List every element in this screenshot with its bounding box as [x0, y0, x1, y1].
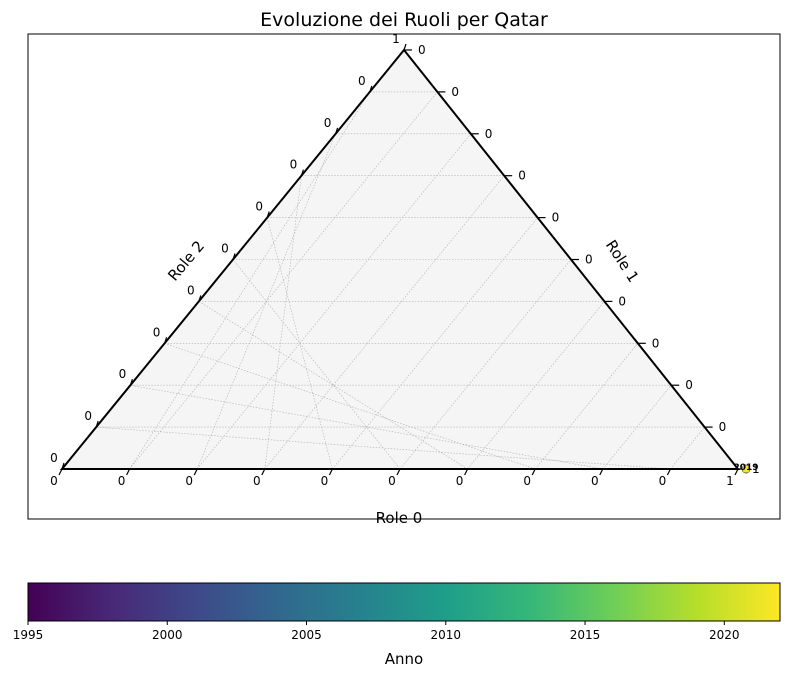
grid-line [232, 259, 401, 470]
triangle-area [62, 50, 738, 469]
role2-tick-label: 0 [221, 242, 229, 256]
grid-line [130, 384, 603, 470]
role0-tick-label: 0 [523, 474, 531, 488]
colorbar-tick-label: 2020 [709, 628, 740, 642]
data-point-label: 2019 [733, 463, 758, 473]
role1-tick-label: 0 [451, 85, 459, 99]
role0-tick [464, 468, 469, 476]
grid-line [264, 175, 505, 470]
role0-tick [328, 468, 333, 476]
colorbar-label: Anno [385, 650, 423, 668]
grid-line [129, 91, 371, 470]
colorbar-tick-label: 2005 [291, 628, 322, 642]
role2-tick-label: 0 [187, 283, 195, 297]
role2-tick-label: 1 [392, 32, 400, 46]
role1-tick-label: 0 [418, 43, 426, 57]
role2-tick [61, 462, 65, 470]
role0-tick-label: 0 [185, 474, 193, 488]
role2-tick-label: 0 [153, 325, 161, 339]
role0-tick [734, 468, 739, 476]
role2-tick [403, 43, 407, 51]
role0-tick-label: 0 [118, 474, 126, 488]
role0-tick-label: 0 [456, 474, 464, 488]
role1-tick-label: 0 [685, 378, 693, 392]
colorbar [27, 582, 781, 622]
grid-line [164, 343, 536, 470]
role0-tick-label: 0 [50, 474, 58, 488]
role1-tick-label: 0 [618, 294, 626, 308]
role0-tick [261, 468, 266, 476]
data-point [741, 464, 751, 474]
role2-tick-label: 0 [84, 409, 92, 423]
role0-tick-label: 0 [253, 474, 261, 488]
role1-axis-label: Role 1 [602, 237, 642, 286]
role2-tick [300, 169, 304, 176]
role0-tick-label: 0 [659, 474, 667, 488]
role2-tick-label: 0 [290, 158, 298, 172]
role2-tick [95, 420, 99, 428]
role0-tick [193, 468, 198, 476]
chart-title: Evoluzione dei Ruoli per Qatar [260, 9, 548, 31]
role2-tick-label: 0 [358, 74, 366, 88]
role1-tick-label: 0 [552, 211, 560, 225]
role0-tick-label: 0 [321, 474, 329, 488]
grid-line [264, 175, 302, 470]
role2-tick-label: 0 [119, 367, 127, 381]
role0-tick [58, 468, 63, 476]
role0-tick [599, 468, 604, 476]
colorbar-tick-label: 1995 [13, 628, 44, 642]
role1-tick-label: 1 [752, 462, 760, 476]
role2-tick-label: 0 [255, 200, 263, 214]
role0-tick-label: 0 [591, 474, 599, 488]
role1-tick-label: 0 [485, 127, 493, 141]
axes-frame [27, 33, 781, 520]
grid-line [670, 426, 705, 470]
role1-tick-label: 0 [652, 336, 660, 350]
role2-tick [266, 211, 270, 218]
role0-tick-label: 1 [726, 474, 734, 488]
role0-tick [666, 468, 671, 476]
role2-tick-label: 0 [50, 451, 58, 465]
grid-line [602, 385, 672, 470]
colorbar-tick-label: 2015 [570, 628, 601, 642]
role2-tick-label: 0 [324, 116, 332, 130]
role2-axis-label: Role 2 [164, 237, 208, 284]
grid-line [467, 301, 605, 470]
role1-tick-label: 0 [719, 420, 727, 434]
grid-line [534, 343, 639, 470]
grid-line [399, 259, 572, 470]
role2-tick [369, 85, 373, 93]
role2-tick [198, 295, 202, 302]
role2-tick [335, 127, 339, 134]
role0-axis-label: Role 0 [376, 509, 423, 527]
role1-tick-label: 0 [518, 169, 526, 183]
role0-tick [531, 468, 536, 476]
role0-tick [126, 468, 131, 476]
role2-tick [129, 379, 133, 386]
grid-line [129, 91, 438, 470]
role0-tick-label: 0 [388, 474, 396, 488]
role1-tick-label: 0 [585, 253, 593, 267]
role2-tick [232, 253, 236, 260]
colorbar-tick-label: 2000 [152, 628, 183, 642]
role2-tick [164, 337, 168, 344]
colorbar-tick-label: 2010 [431, 628, 462, 642]
role0-tick [396, 468, 401, 476]
